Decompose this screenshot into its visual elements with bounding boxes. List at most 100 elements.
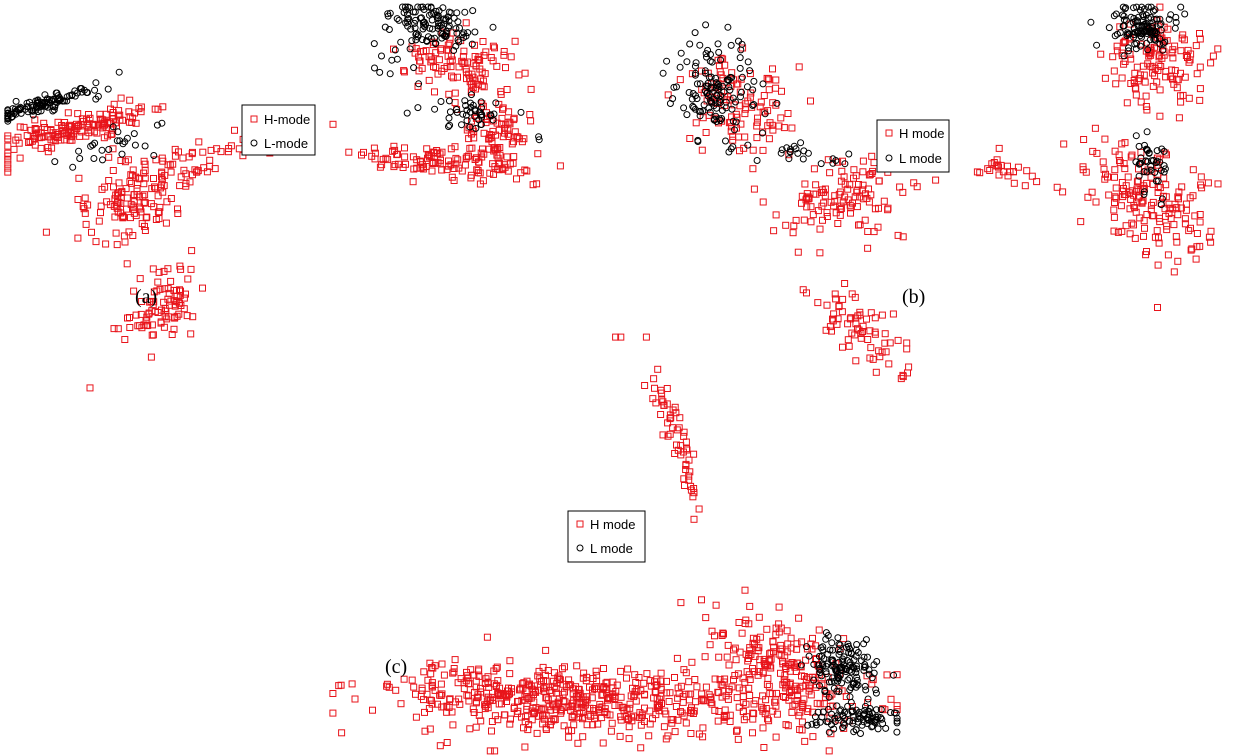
h-mode-point-2-529: [503, 692, 511, 700]
h-mode-point-1-388: [1144, 60, 1152, 68]
h-mode-point-0-130: [107, 105, 114, 113]
h-mode-point-1-470: [1110, 213, 1118, 221]
h-mode-point-2-650: [738, 629, 746, 637]
h-mode-point-2-324: [590, 707, 598, 715]
l-mode-point-2-886: [860, 640, 868, 648]
h-mode-point-1-436: [1175, 195, 1182, 203]
h-mode-point-2-785: [725, 661, 733, 669]
h-mode-point-1-476: [1154, 304, 1161, 311]
h-mode-point-1-126: [819, 216, 826, 224]
l-mode-point-1-629: [759, 129, 766, 137]
l-mode-point-2-955: [861, 682, 869, 690]
h-mode-point-2-633: [484, 678, 492, 686]
h-mode-point-0-518: [427, 53, 435, 61]
h-mode-point-2-443: [724, 695, 732, 703]
h-mode-point-1-65: [772, 84, 780, 92]
l-mode-point-2-1090: [882, 724, 890, 732]
l-mode-point-0-833: [76, 155, 84, 162]
l-mode-point-1-712: [723, 76, 731, 84]
h-mode-point-2-800: [701, 653, 709, 661]
l-mode-point-1-706: [729, 143, 737, 151]
h-mode-point-0-693: [345, 148, 353, 156]
h-mode-point-0-145: [65, 128, 73, 136]
l-mode-point-1-628: [737, 93, 744, 101]
l-mode-point-0-801: [32, 103, 40, 111]
l-mode-point-0-1010: [406, 45, 414, 53]
h-mode-point-0-281: [152, 156, 160, 164]
h-mode-point-2-829: [612, 333, 620, 341]
h-mode-point-0-261: [128, 171, 136, 179]
h-mode-point-0-126: [125, 108, 133, 116]
h-mode-point-2-600: [451, 656, 459, 664]
h-mode-point-1-617: [995, 144, 1003, 152]
h-mode-point-1-95: [740, 144, 748, 152]
h-mode-point-2-408: [708, 700, 716, 708]
h-mode-point-1-499: [1111, 173, 1118, 181]
h-mode-point-0-437: [502, 64, 509, 72]
h-mode-point-2-857: [667, 414, 675, 422]
l-mode-point-0-944: [404, 18, 412, 26]
h-mode-point-1-549: [1118, 140, 1126, 148]
h-mode-point-1-623: [986, 167, 994, 174]
h-mode-point-1-533: [1089, 147, 1097, 155]
l-mode-point-0-914: [399, 3, 406, 11]
l-mode-point-1-780: [1165, 15, 1173, 23]
h-mode-point-0-516: [415, 53, 423, 61]
l-mode-point-0-774: [41, 91, 49, 99]
l-mode-point-1-727: [773, 99, 781, 107]
h-mode-point-2-265: [699, 724, 707, 732]
l-mode-point-1-915: [797, 139, 805, 147]
h-mode-point-1-545: [1205, 233, 1213, 241]
l-mode-point-2-945: [824, 650, 832, 658]
h-mode-point-1-76: [760, 92, 768, 99]
l-mode-point-2-963: [816, 682, 823, 690]
h-mode-point-2-714: [731, 644, 739, 652]
h-mode-point-0-607: [476, 180, 484, 188]
h-mode-point-1-169: [847, 209, 854, 217]
l-mode-point-2-1013: [845, 642, 852, 650]
h-mode-point-0-421: [455, 63, 463, 71]
h-mode-point-2-805: [799, 702, 807, 710]
l-mode-point-0-823: [28, 107, 36, 115]
h-mode-point-2-859: [650, 375, 658, 383]
l-mode-point-2-1020: [808, 720, 816, 728]
l-mode-point-0-906: [403, 11, 411, 18]
h-mode-point-2-4: [842, 693, 850, 700]
h-mode-point-2-200: [535, 667, 543, 675]
h-mode-point-2-579: [507, 715, 514, 723]
h-mode-point-2-161: [764, 715, 771, 723]
h-mode-point-2-758: [798, 718, 806, 726]
h-mode-point-2-364: [624, 665, 632, 673]
l-mode-point-2-1009: [835, 650, 843, 658]
h-mode-point-1-223: [818, 186, 826, 194]
l-mode-point-0-817: [38, 99, 46, 106]
l-mode-point-1-649: [659, 69, 667, 77]
h-mode-point-0-611: [527, 117, 535, 125]
l-mode-point-2-1060: [813, 721, 820, 729]
h-mode-point-2-488: [773, 689, 780, 697]
h-mode-point-0-499: [461, 59, 469, 67]
h-mode-point-1-293: [867, 344, 875, 352]
l-mode-point-2-1102: [877, 706, 885, 714]
h-mode-point-1-215: [837, 204, 845, 212]
h-mode-point-0-414: [195, 138, 203, 146]
h-mode-point-1-590: [1174, 257, 1182, 265]
h-mode-point-0-324: [168, 331, 176, 338]
h-mode-point-2-840: [651, 384, 658, 392]
l-mode-point-0-818: [76, 85, 84, 92]
h-mode-point-0-277: [174, 210, 182, 217]
h-mode-point-2-138: [893, 671, 901, 679]
h-mode-point-2-502: [551, 716, 559, 723]
h-mode-point-2-31: [466, 725, 474, 733]
h-mode-point-1-80: [772, 101, 780, 109]
l-mode-point-1-683: [744, 58, 752, 66]
l-mode-point-0-841: [153, 121, 161, 129]
h-mode-point-0-118: [61, 119, 69, 126]
l-mode-point-2-1106: [811, 713, 819, 721]
l-mode-point-0-812: [33, 99, 41, 107]
h-mode-point-1-366: [1182, 52, 1190, 59]
h-mode-point-2-44: [765, 717, 773, 725]
legend-h-marker-c: [576, 520, 584, 528]
l-mode-point-1-768: [1171, 24, 1179, 32]
l-mode-point-1-734: [689, 90, 697, 97]
